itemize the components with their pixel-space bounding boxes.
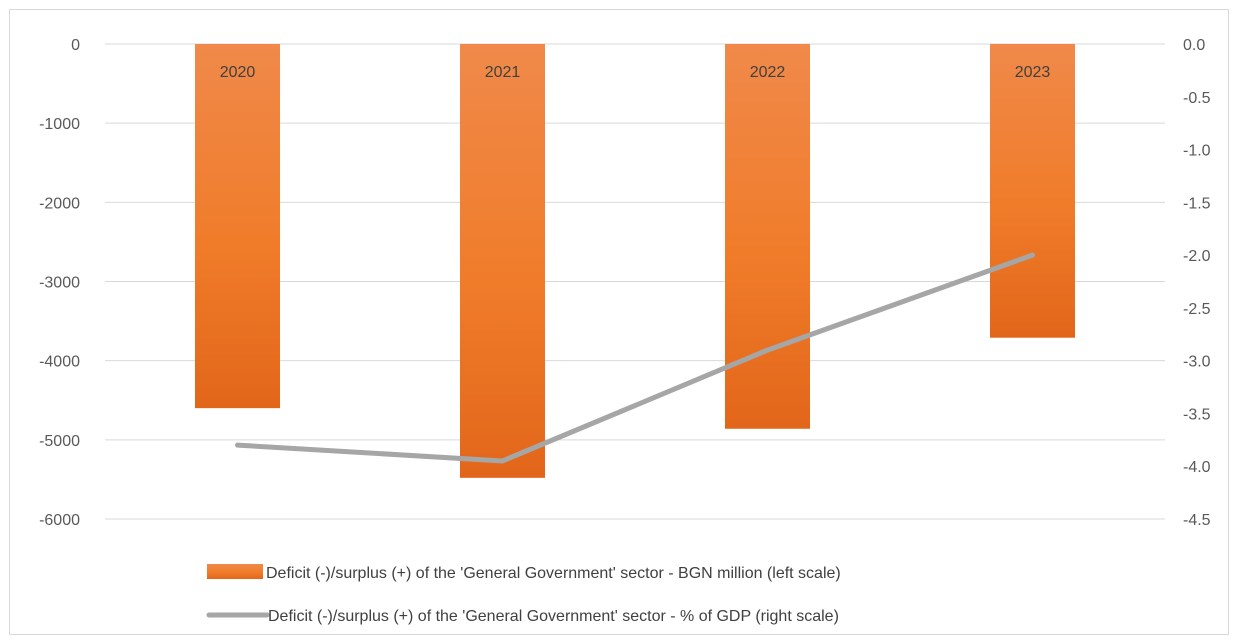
- category-label: 2021: [485, 64, 521, 81]
- right-tick-label: -1.5: [1183, 195, 1211, 212]
- right-axis: 0.0 -0.5 -1.0 -1.5 -2.0 -2.5 -3.0 -3.5 -4.0 -4.5: [1183, 37, 1211, 529]
- category-label: 2023: [1015, 64, 1051, 81]
- left-tick-label: -3000: [39, 275, 80, 292]
- legend-label-bar: Deficit (-)/surplus (+) of the 'General …: [266, 565, 841, 582]
- left-tick-label: 0: [71, 37, 80, 54]
- category-label: 2022: [750, 64, 786, 81]
- right-tick-label: -3.0: [1183, 354, 1211, 371]
- bar: [460, 44, 545, 478]
- line-series: [235, 252, 1035, 464]
- right-tick-label: -3.5: [1183, 406, 1211, 423]
- right-tick-label: -2.5: [1183, 301, 1211, 318]
- left-tick-label: -5000: [39, 433, 80, 450]
- bar: [725, 44, 810, 429]
- legend-swatch-bar: [207, 564, 263, 579]
- right-tick-label: -1.0: [1183, 143, 1211, 160]
- right-tick-label: -4.0: [1183, 459, 1211, 476]
- left-tick-label: -1000: [39, 116, 80, 133]
- bar-series: 2020 2021 2022 2023: [195, 44, 1075, 478]
- legend-label-line: Deficit (-)/surplus (+) of the 'General …: [268, 608, 839, 625]
- gridlines: [105, 43, 1165, 520]
- legend: Deficit (-)/surplus (+) of the 'General …: [206, 564, 841, 625]
- right-tick-label: -0.5: [1183, 90, 1211, 107]
- category-label: 2020: [220, 64, 256, 81]
- right-tick-label: -4.5: [1183, 512, 1211, 529]
- line-path: [235, 252, 1035, 464]
- bar: [195, 44, 280, 409]
- left-tick-label: -4000: [39, 354, 80, 371]
- right-tick-label: -2.0: [1183, 248, 1211, 265]
- left-tick-label: -6000: [39, 512, 80, 529]
- right-tick-label: 0.0: [1183, 37, 1205, 54]
- left-axis: 0 -1000 -2000 -3000 -4000 -5000 -6000: [39, 37, 80, 529]
- bar: [990, 44, 1075, 338]
- left-tick-label: -2000: [39, 195, 80, 212]
